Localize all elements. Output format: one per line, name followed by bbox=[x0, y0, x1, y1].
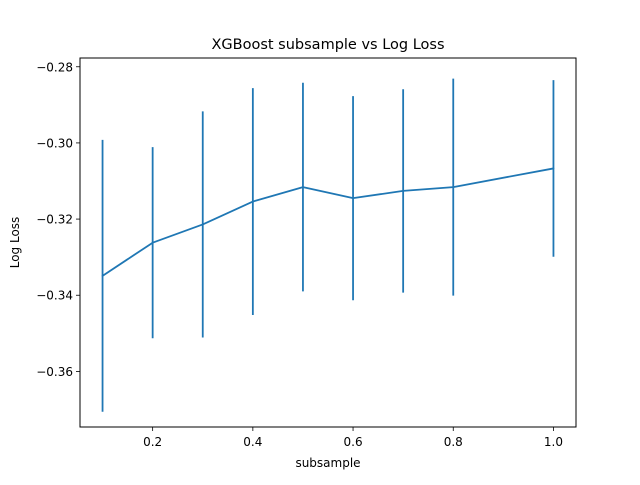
data-point bbox=[101, 274, 104, 277]
data-point bbox=[402, 190, 405, 192]
x-tick-label: 1.0 bbox=[544, 435, 563, 449]
y-tick-label: −0.32 bbox=[36, 213, 73, 227]
y-tick-label: −0.30 bbox=[36, 136, 73, 150]
plot-area bbox=[101, 78, 555, 412]
data-point bbox=[352, 197, 354, 200]
data-point bbox=[251, 200, 254, 203]
y-tick-label: −0.36 bbox=[36, 365, 73, 379]
data-point bbox=[201, 223, 204, 226]
data-point bbox=[302, 186, 304, 188]
data-point bbox=[151, 241, 154, 244]
x-axis: 0.2 0.4 0.6 0.8 1.0 bbox=[143, 427, 563, 449]
data-point bbox=[452, 186, 455, 188]
axes-frame bbox=[79, 57, 577, 428]
chart-title: XGBoost subsample vs Log Loss bbox=[211, 37, 444, 53]
x-tick-label: 0.8 bbox=[444, 435, 463, 449]
x-tick-label: 0.6 bbox=[344, 435, 363, 449]
series-line bbox=[102, 167, 554, 277]
y-axis-label: Log Loss bbox=[8, 217, 22, 269]
x-axis-label: subsample bbox=[295, 456, 360, 470]
y-tick-label: −0.34 bbox=[36, 289, 73, 303]
x-tick-label: 0.4 bbox=[243, 435, 262, 449]
y-tick-label: −0.28 bbox=[36, 60, 73, 74]
x-tick-label: 0.2 bbox=[143, 435, 162, 449]
y-axis: −0.36 −0.34 −0.32 −0.30 −0.28 bbox=[36, 60, 80, 379]
data-point bbox=[552, 167, 555, 170]
